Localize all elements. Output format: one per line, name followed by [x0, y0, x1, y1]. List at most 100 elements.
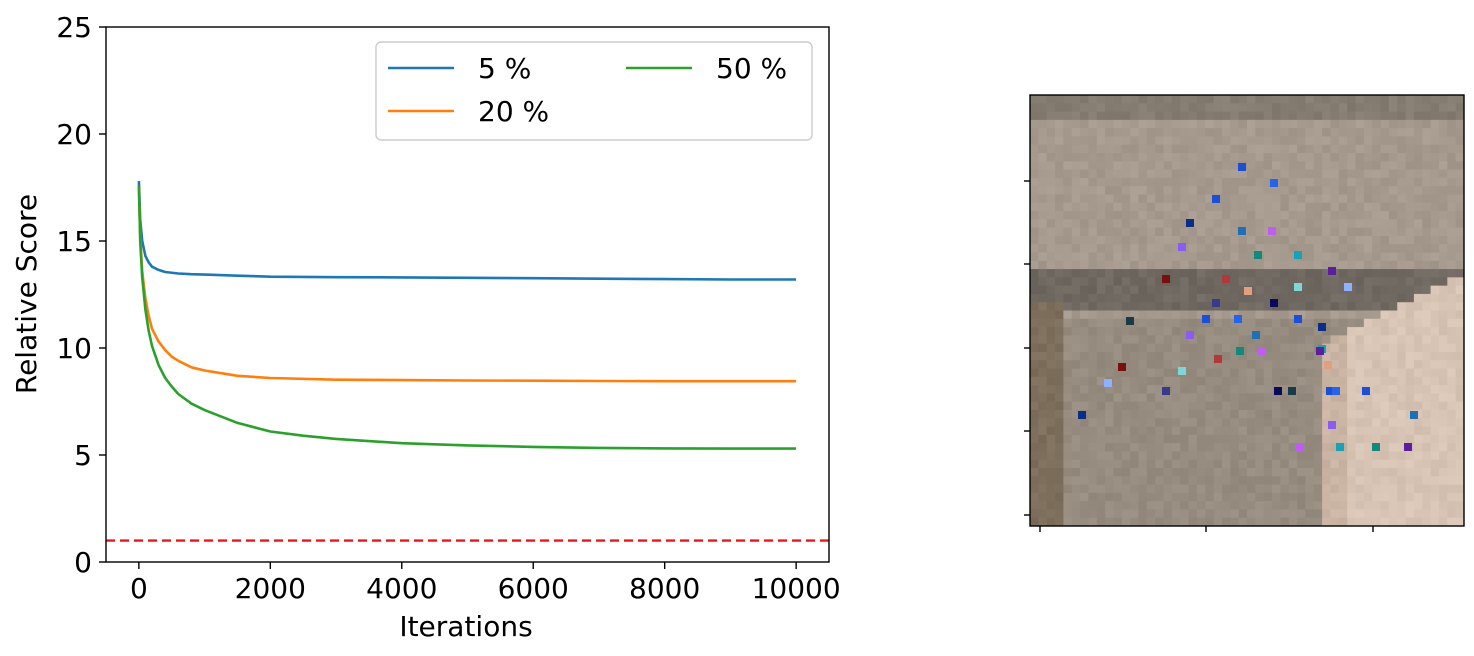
photo-pixel — [1096, 343, 1106, 353]
photo-pixel — [1113, 211, 1123, 220]
photo-pixel — [1188, 103, 1198, 112]
photo-pixel — [1430, 227, 1440, 237]
photo-pixel — [1355, 302, 1365, 311]
photo-pixel — [1221, 509, 1231, 519]
photo-pixel — [1330, 177, 1340, 187]
keypoint-marker — [1318, 323, 1326, 331]
photo-pixel — [1230, 244, 1240, 253]
photo-pixel — [1155, 302, 1164, 311]
photo-pixel — [1313, 235, 1323, 245]
photo-pixel — [1438, 227, 1448, 237]
photo-pixel — [1347, 517, 1356, 527]
photo-pixel — [1288, 418, 1298, 427]
photo-pixel — [1438, 252, 1448, 262]
photo-pixel — [1263, 302, 1273, 311]
photo-pixel — [1171, 434, 1181, 444]
photo-pixel — [1096, 409, 1106, 419]
photo-pixel — [1155, 443, 1164, 452]
photo-pixel — [1438, 409, 1448, 419]
photo-pixel — [1155, 136, 1164, 146]
photo-pixel — [1363, 227, 1373, 237]
photo-pixel — [1247, 161, 1256, 170]
photo-pixel — [1363, 443, 1373, 452]
photo-pixel — [1380, 467, 1390, 477]
photo-pixel — [1063, 119, 1073, 129]
photo-pixel — [1138, 244, 1148, 253]
photo-pixel — [1438, 153, 1448, 162]
photo-pixel — [1347, 484, 1356, 494]
photo-pixel — [1071, 277, 1081, 287]
photo-pixel — [1196, 277, 1206, 287]
photo-pixel — [1146, 244, 1156, 253]
photo-pixel — [1313, 211, 1323, 220]
photo-pixel — [1055, 244, 1064, 253]
photo-pixel — [1363, 153, 1373, 162]
photo-pixel — [1180, 501, 1189, 510]
photo-pixel — [1288, 186, 1298, 195]
keypoint-marker — [1078, 411, 1086, 419]
photo-pixel — [1447, 501, 1457, 510]
photo-pixel — [1255, 211, 1265, 220]
photo-pixel — [1180, 111, 1189, 121]
photo-pixel — [1422, 310, 1432, 320]
photo-pixel — [1247, 451, 1256, 461]
photo-pixel — [1171, 484, 1181, 494]
photo-pixel — [1338, 219, 1348, 229]
photo-pixel — [1288, 202, 1298, 212]
photo-pixel — [1255, 144, 1265, 154]
photo-pixel — [1205, 169, 1215, 179]
photo-pixel — [1447, 418, 1457, 427]
photo-pixel — [1288, 476, 1298, 485]
photo-pixel — [1388, 401, 1398, 411]
photo-pixel — [1105, 385, 1114, 394]
photo-pixel — [1230, 136, 1240, 146]
photo-pixel — [1213, 401, 1223, 411]
photo-pixel — [1221, 95, 1231, 104]
photo-pixel — [1405, 501, 1415, 510]
photo-pixel — [1338, 277, 1348, 287]
keypoint-marker — [1222, 275, 1230, 283]
photo-pixel — [1380, 111, 1390, 121]
photo-pixel — [1180, 467, 1189, 477]
photo-pixel — [1322, 119, 1331, 129]
photo-pixel — [1180, 169, 1189, 179]
photo-pixel — [1405, 467, 1415, 477]
photo-pixel — [1247, 244, 1256, 253]
photo-pixel — [1188, 517, 1198, 527]
photo-pixel — [1205, 219, 1215, 229]
photo-pixel — [1438, 95, 1448, 104]
photo-pixel — [1196, 451, 1206, 461]
photo-pixel — [1313, 310, 1323, 320]
photo-pixel — [1430, 343, 1440, 353]
photo-pixel — [1055, 426, 1064, 436]
photo-pixel — [1155, 95, 1164, 104]
photo-pixel — [1088, 318, 1098, 328]
photo-pixel — [1071, 161, 1081, 170]
photo-pixel — [1247, 418, 1256, 427]
photo-pixel — [1413, 434, 1423, 444]
photo-pixel — [1080, 459, 1089, 469]
photo-pixel — [1288, 318, 1298, 328]
photo-pixel — [1330, 128, 1340, 137]
keypoint-marker — [1104, 379, 1112, 387]
photo-pixel — [1272, 119, 1281, 129]
photo-pixel — [1413, 177, 1423, 187]
photo-pixel — [1388, 244, 1398, 253]
photo-pixel — [1138, 219, 1148, 229]
photo-pixel — [1138, 343, 1148, 353]
photo-pixel — [1363, 318, 1373, 328]
photo-pixel — [1138, 260, 1148, 270]
photo-pixel — [1430, 277, 1440, 287]
photo-pixel — [1447, 302, 1457, 311]
photo-pixel — [1247, 467, 1256, 477]
photo-pixel — [1146, 360, 1156, 369]
photo-pixel — [1447, 492, 1457, 502]
photo-pixel — [1455, 484, 1465, 494]
photo-pixel — [1347, 95, 1356, 104]
photo-pixel — [1180, 202, 1189, 212]
photo-pixel — [1030, 335, 1039, 345]
photo-pixel — [1096, 335, 1106, 345]
keypoint-marker — [1362, 387, 1370, 395]
photo-pixel — [1230, 351, 1240, 361]
photo-pixel — [1038, 368, 1048, 378]
